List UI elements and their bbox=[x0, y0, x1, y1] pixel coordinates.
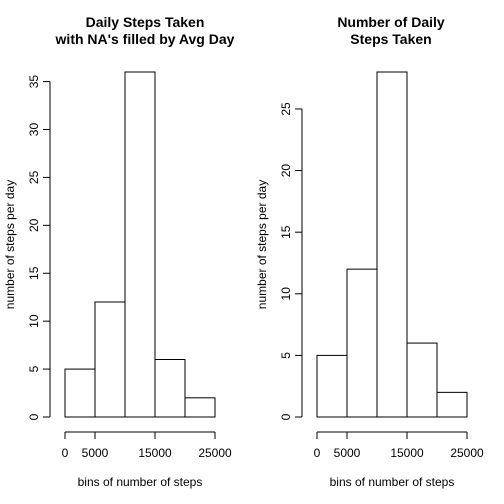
chart-title-line: Daily Steps Taken bbox=[86, 14, 205, 30]
x-tick-label: 5000 bbox=[82, 446, 109, 460]
y-tick-label: 25 bbox=[279, 102, 293, 116]
x-tick-label: 15000 bbox=[390, 446, 424, 460]
y-tick-label: 20 bbox=[279, 164, 293, 178]
histogram-bar bbox=[436, 391, 468, 418]
histogram-bar bbox=[376, 71, 408, 418]
y-tick-label: 35 bbox=[27, 75, 41, 89]
chart-title-line: Steps Taken bbox=[350, 31, 431, 47]
y-tick-label: 5 bbox=[27, 365, 41, 372]
y-tick-label: 10 bbox=[27, 314, 41, 328]
histogram-bar bbox=[406, 342, 438, 418]
chart-title-line: Number of Daily bbox=[337, 14, 445, 30]
chart-title-line: with NA's filled by Avg Day bbox=[55, 31, 235, 47]
x-axis-label: bins of number of steps bbox=[330, 475, 455, 489]
y-axis-label: number of steps per day bbox=[3, 180, 17, 309]
y-tick-label: 15 bbox=[279, 225, 293, 239]
x-tick-label: 0 bbox=[314, 446, 321, 460]
y-tick-label: 25 bbox=[27, 170, 41, 184]
histogram-bar bbox=[94, 301, 126, 418]
x-tick-label: 15000 bbox=[138, 446, 172, 460]
histogram-bar bbox=[316, 354, 348, 418]
y-tick-label: 0 bbox=[279, 413, 293, 420]
x-tick-label: 25000 bbox=[198, 446, 232, 460]
y-tick-label: 30 bbox=[27, 123, 41, 137]
histogram-bar bbox=[124, 71, 156, 418]
y-tick-label: 20 bbox=[27, 218, 41, 232]
x-tick-label: 0 bbox=[62, 446, 69, 460]
x-tick-label: 5000 bbox=[334, 446, 361, 460]
y-tick-label: 5 bbox=[279, 352, 293, 359]
histogram-bar bbox=[154, 359, 186, 418]
x-tick-label: 25000 bbox=[450, 446, 484, 460]
histogram-bar bbox=[64, 368, 96, 418]
y-tick-label: 15 bbox=[27, 266, 41, 280]
x-axis-label: bins of number of steps bbox=[78, 475, 203, 489]
histogram-bar bbox=[184, 397, 216, 418]
y-tick-label: 0 bbox=[27, 413, 41, 420]
y-tick-label: 10 bbox=[279, 287, 293, 301]
y-axis-label: number of steps per day bbox=[255, 180, 269, 309]
histogram-bar bbox=[346, 268, 378, 418]
